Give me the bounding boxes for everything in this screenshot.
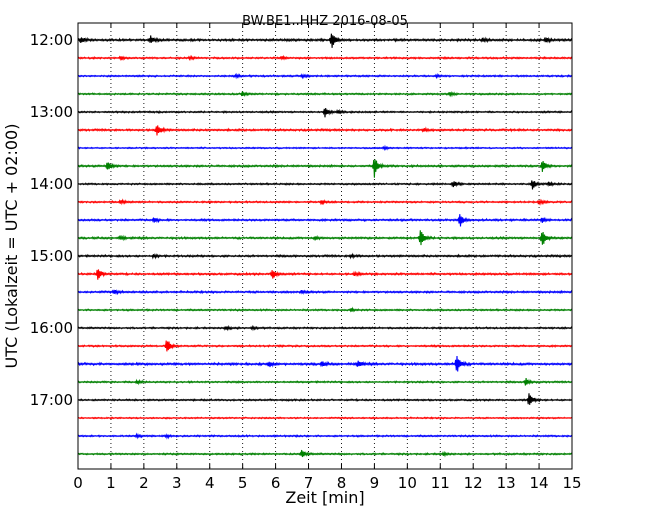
y-tick-label: 14:00 — [30, 175, 73, 193]
chart-title: BW.BE1..HHZ 2016-08-05 — [242, 14, 408, 29]
trace-1630 — [77, 355, 573, 372]
x-tick-label: 6 — [271, 474, 281, 492]
x-tick-label: 15 — [562, 474, 581, 492]
trace-1700 — [77, 393, 573, 405]
trace-1600 — [77, 324, 573, 332]
x-axis: 0 1 2 3 4 5 6 7 8 9 10 11 12 13 14 15 — [73, 23, 582, 492]
trace-1400 — [77, 180, 573, 190]
x-axis-label: Zeit [min] — [285, 488, 364, 507]
trace-1315 — [77, 125, 573, 136]
x-tick-label: 10 — [398, 474, 417, 492]
trace-1330 — [77, 144, 573, 152]
trace-1645 — [77, 378, 573, 386]
trace-1230 — [77, 72, 573, 80]
y-axis-label: UTC (Lokalzeit = UTC + 02:00) — [2, 124, 21, 369]
x-tick-label: 5 — [238, 474, 248, 492]
trace-1500 — [77, 252, 573, 260]
trace-1200 — [77, 33, 573, 48]
trace-1615 — [77, 340, 573, 352]
x-tick-label: 13 — [497, 474, 516, 492]
x-tick-label: 2 — [139, 474, 149, 492]
x-tick-label: 7 — [304, 474, 314, 492]
y-tick-label: 16:00 — [30, 319, 73, 337]
y-tick-label: 17:00 — [30, 391, 73, 409]
trace-1445 — [77, 230, 573, 246]
trace-1745 — [77, 449, 573, 458]
x-tick-label: 11 — [431, 474, 450, 492]
x-tick-label: 14 — [530, 474, 549, 492]
y-tick-label: 12:00 — [30, 31, 73, 49]
plot-frame — [77, 22, 573, 470]
trace-1345 — [77, 159, 573, 178]
x-tick-label: 9 — [370, 474, 380, 492]
x-tick-label: 0 — [73, 474, 83, 492]
y-tick-label: 15:00 — [30, 247, 73, 265]
trace-1215 — [77, 54, 573, 61]
trace-1715 — [77, 416, 573, 420]
grid-lines — [110, 23, 540, 469]
trace-1245 — [77, 90, 573, 98]
x-tick-label: 1 — [106, 474, 116, 492]
trace-1515 — [77, 269, 573, 280]
x-tick-label: 3 — [172, 474, 182, 492]
trace-1545 — [77, 306, 573, 313]
y-axis: 12:00 13:00 14:00 15:00 16:00 17:00 — [30, 31, 572, 409]
x-tick-label: 4 — [205, 474, 215, 492]
y-tick-label: 13:00 — [30, 103, 73, 121]
trace-1300 — [77, 107, 573, 118]
trace-1430 — [77, 214, 573, 227]
x-tick-label: 12 — [464, 474, 483, 492]
trace-1530 — [77, 289, 573, 296]
seismic-traces — [77, 33, 573, 458]
trace-1415 — [77, 198, 573, 206]
trace-1730 — [77, 432, 573, 440]
x-tick-label: 8 — [337, 474, 347, 492]
